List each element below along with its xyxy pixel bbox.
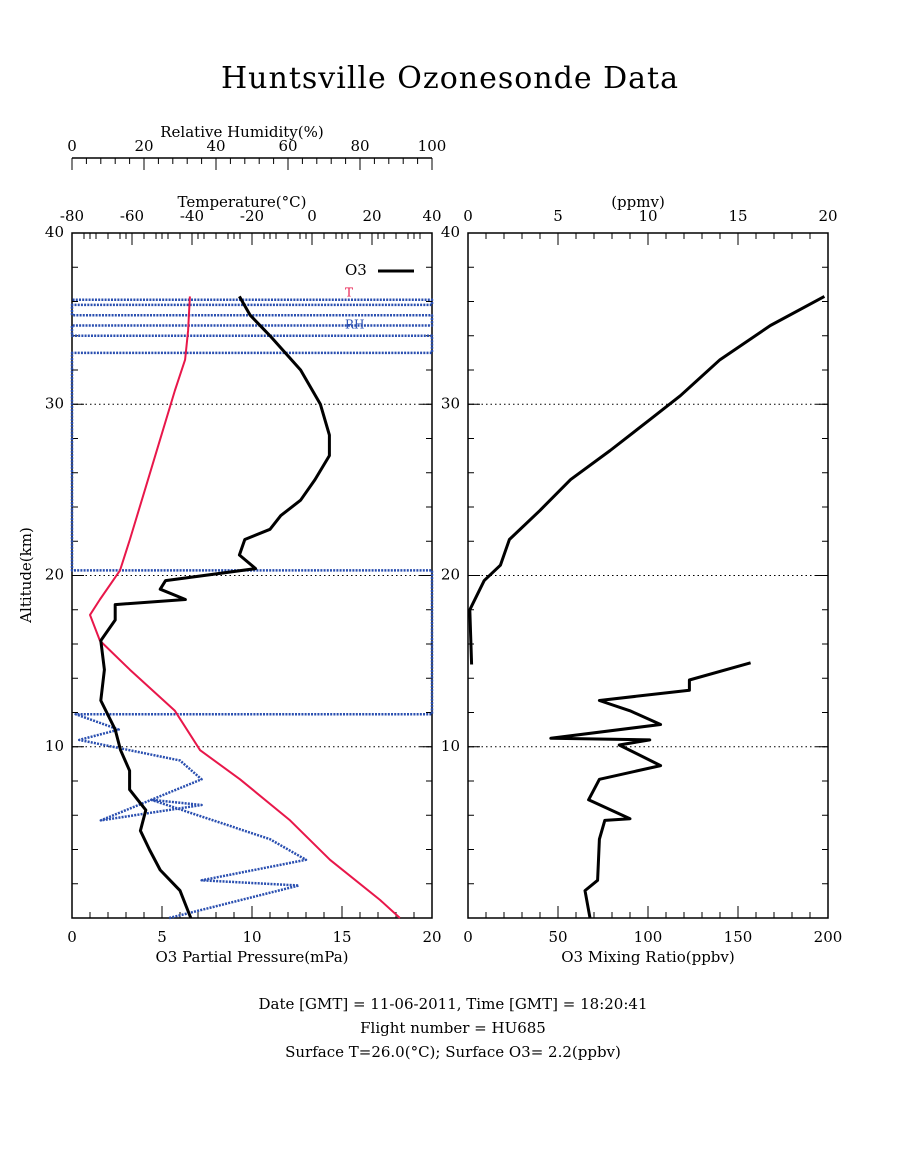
x-tick-label: 40 — [422, 207, 441, 225]
y-tick-label: 20 — [441, 566, 460, 584]
y-tick-label: 40 — [441, 223, 460, 241]
x-tick-label: 50 — [548, 928, 567, 946]
legend-label: O3 — [345, 261, 367, 279]
x-axis-label: Relative Humidity(%) — [160, 123, 323, 141]
y-tick-label: 10 — [45, 737, 64, 755]
y-tick-label: 40 — [45, 223, 64, 241]
x-tick-label: 20 — [134, 137, 153, 155]
x-tick-label: 80 — [350, 137, 369, 155]
note: Date [GMT] = 11-06-2011, Time [GMT] = 18… — [258, 995, 647, 1013]
x-tick-label: 10 — [638, 207, 657, 225]
x-tick-label: 10 — [242, 928, 261, 946]
x-tick-label: 100 — [634, 928, 663, 946]
profile-line — [468, 295, 826, 919]
legend-label: RH — [345, 318, 365, 332]
legend-label: T — [345, 286, 353, 300]
x-tick-label: 100 — [418, 137, 447, 155]
x-tick-label: 0 — [67, 137, 77, 155]
x-tick-label: -80 — [60, 207, 84, 225]
y-tick-label: 20 — [45, 566, 64, 584]
note: Surface T=26.0(°C); Surface O3= 2.2(ppbv… — [285, 1043, 621, 1061]
x-axis-label: O3 Partial Pressure(mPa) — [155, 948, 348, 966]
x-tick-label: 0 — [463, 207, 473, 225]
note: Flight number = HU685 — [360, 1019, 546, 1037]
chart-title: Huntsville Ozonesonde Data — [221, 61, 679, 96]
x-tick-label: 60 — [278, 137, 297, 155]
x-axis-label: Temperature(°C) — [178, 193, 307, 211]
x-tick-label: 0 — [307, 207, 317, 225]
x-tick-label: 0 — [67, 928, 77, 946]
x-tick-label: -20 — [240, 207, 264, 225]
x-tick-label: 20 — [362, 207, 381, 225]
x-tick-label: 40 — [206, 137, 225, 155]
y-tick-label: 30 — [45, 394, 64, 412]
x-axis-label: (ppmv) — [611, 193, 665, 211]
profile-line — [99, 295, 331, 919]
x-tick-label: 5 — [157, 928, 167, 946]
y-axis-label: Altitude(km) — [17, 527, 35, 624]
x-tick-label: -40 — [180, 207, 204, 225]
profile-line — [89, 296, 401, 919]
x-tick-label: 20 — [422, 928, 441, 946]
x-tick-label: 150 — [724, 928, 753, 946]
x-tick-label: 0 — [463, 928, 473, 946]
x-axis-label: O3 Mixing Ratio(ppbv) — [561, 948, 734, 966]
profile-line — [70, 298, 434, 920]
x-tick-label: -60 — [120, 207, 144, 225]
y-tick-label: 30 — [441, 394, 460, 412]
x-tick-label: 5 — [553, 207, 563, 225]
y-tick-label: 10 — [441, 737, 460, 755]
x-tick-label: 15 — [332, 928, 351, 946]
x-tick-label: 200 — [814, 928, 843, 946]
x-tick-label: 20 — [818, 207, 837, 225]
x-tick-label: 15 — [728, 207, 747, 225]
